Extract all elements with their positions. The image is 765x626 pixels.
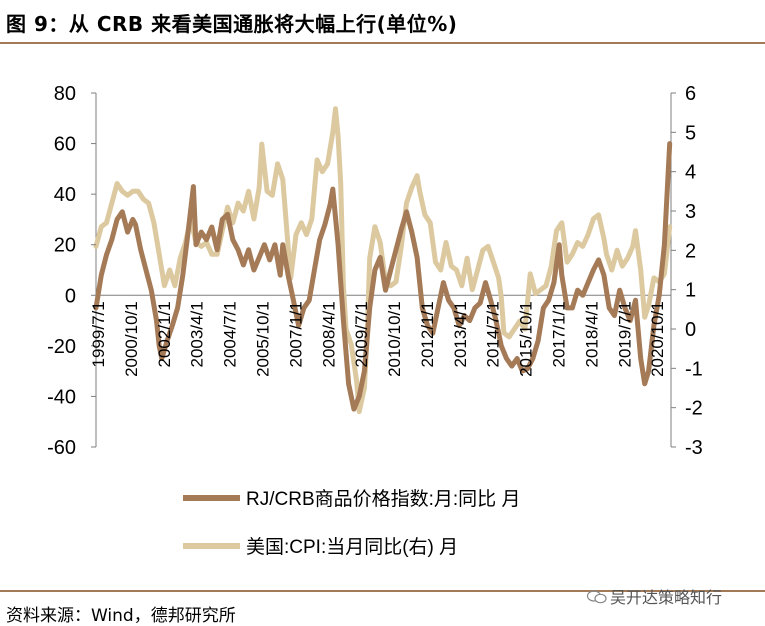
page-title: 图 9：从 CRB 来看美国通胀将大幅上行(单位%) <box>6 12 458 36</box>
x-tick-label: 2010/10/1 <box>385 301 404 377</box>
x-tick-label: 2019/7/1 <box>615 301 634 367</box>
x-tick-labels: 1999/7/1 2000/10/1 2002/1/1 2003/4/1 2004/7/… <box>89 301 667 377</box>
series-line-crb <box>93 141 673 412</box>
y-right-tick-label: 6 <box>685 83 696 105</box>
x-tick-label: 2009/7/1 <box>352 301 371 367</box>
chart-legend: RJ/CRB商品价格指数:月:同比 月美国:CPI:当月同比(右) 月 <box>183 488 520 558</box>
y-right-tick-label: 0 <box>685 319 696 341</box>
y-left-tick-label: -40 <box>47 386 76 408</box>
y-right-tick-label: -2 <box>685 398 703 420</box>
x-tick-label: 2005/10/1 <box>254 301 273 377</box>
x-tick-label: 2020/10/1 <box>648 301 667 377</box>
y-left-tick-label: 80 <box>54 83 76 105</box>
y-right-tick-labels: 6 5 4 3 2 1 0 -1 -2 -3 <box>671 83 703 459</box>
y-right-tick-label: 3 <box>685 201 696 223</box>
y-left-tick-label: 40 <box>54 184 76 206</box>
x-tick-label: 2012/1/1 <box>418 301 437 367</box>
x-tick-label: 2000/10/1 <box>122 301 141 377</box>
x-tick-label: 2015/10/1 <box>517 301 536 377</box>
footer-divider <box>0 590 765 592</box>
chart-canvas: 80 60 40 20 0 -20 -40 -60 6 5 4 3 2 1 0 -1 -2 -3 1999/7/… <box>47 83 703 558</box>
title-divider <box>0 42 765 44</box>
y-left-tick-label: -20 <box>47 336 76 358</box>
y-right-tick-label: -3 <box>685 437 703 459</box>
x-tick-label: 2003/4/1 <box>188 301 207 367</box>
y-left-tick-label: 20 <box>54 235 76 257</box>
y-right-tick-label: 1 <box>685 280 696 302</box>
x-tick-label: 2004/7/1 <box>221 301 240 367</box>
x-tick-label: 2018/4/1 <box>582 301 601 367</box>
y-right-tick-label: 5 <box>685 122 696 144</box>
legend-label-cpi: 美国:CPI:当月同比(右) 月 <box>246 536 458 558</box>
y-left-tick-label: 60 <box>54 134 76 156</box>
y-left-tick-label: -60 <box>47 437 76 459</box>
x-tick-label: 2017/1/1 <box>550 301 569 367</box>
x-tick-label: 2014/7/1 <box>484 301 503 367</box>
y-right-tick-label: 4 <box>685 162 696 184</box>
y-left-tick-label: 0 <box>65 285 76 307</box>
x-tick-label: 2013/4/1 <box>451 301 470 367</box>
wechat-icon <box>586 590 607 604</box>
x-tick-label: 2008/4/1 <box>319 301 338 367</box>
x-tick-label: 2007/1/1 <box>286 301 305 367</box>
source-note: 资料来源：Wind，德邦研究所 <box>6 606 236 626</box>
x-tick-label: 1999/7/1 <box>89 301 108 367</box>
y-right-tick-label: -1 <box>685 358 703 380</box>
legend-label-crb: RJ/CRB商品价格指数:月:同比 月 <box>246 488 520 510</box>
watermark-text: 吴开达策略知行 <box>610 588 723 607</box>
chart-series <box>93 106 673 415</box>
watermark: 吴开达策略知行 <box>586 584 722 608</box>
y-right-tick-label: 2 <box>685 240 696 262</box>
x-tick-label: 2002/1/1 <box>155 301 174 367</box>
y-left-tick-labels: 80 60 40 20 0 -20 -40 -60 <box>47 83 96 459</box>
